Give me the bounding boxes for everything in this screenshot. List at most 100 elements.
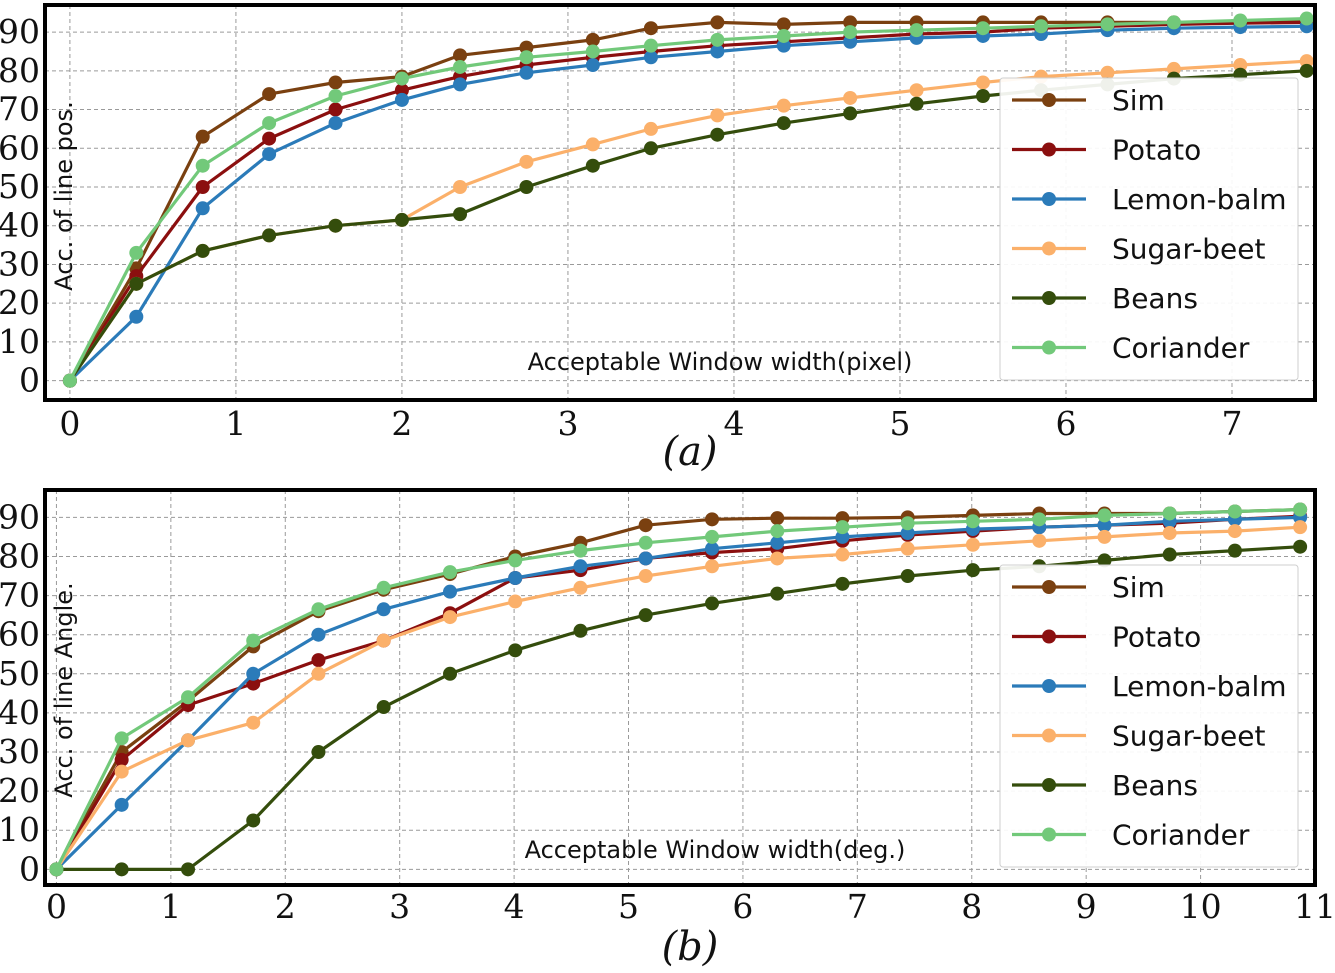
series-line-potato [68, 20, 1307, 382]
legend-label-sim: Sim [1112, 84, 1165, 117]
data-point-sugar-beet [585, 137, 600, 152]
data-point-lemon-balm [638, 551, 653, 566]
plot-frame-a [43, 3, 1317, 402]
data-point-coriander [843, 25, 858, 40]
y-axis-label: Acc. of line Angle. [50, 582, 78, 797]
data-point-coriander [965, 514, 980, 529]
data-point-sugar-beet [638, 569, 653, 584]
data-point-coriander [311, 602, 326, 617]
x-tick-label: 7 [1221, 404, 1242, 443]
data-point-sugar-beet [573, 580, 588, 595]
x-tick-label: 6 [1055, 404, 1076, 443]
x-tick-label: 10 [1180, 887, 1222, 926]
data-point-coriander [909, 23, 924, 38]
data-point-sim [585, 32, 600, 47]
data-point-sugar-beet [900, 541, 915, 556]
data-point-beans [573, 623, 588, 638]
data-point-sim [453, 48, 468, 63]
data-point-coriander [1100, 17, 1115, 32]
data-point-beans [710, 127, 725, 142]
data-point-sugar-beet [1227, 524, 1242, 539]
legend-marker-coriander [1042, 340, 1056, 355]
legend-b: Sim Potato Lemon-balm Sugar-beet Beans Corian… [999, 564, 1299, 868]
data-point-sim [638, 518, 653, 533]
data-point-beans [262, 228, 277, 243]
data-point-coriander [975, 21, 990, 36]
data-point-beans [181, 862, 196, 877]
x-tick-label: 6 [732, 887, 753, 926]
y-tick-label: 60 [0, 615, 40, 654]
data-point-beans [965, 563, 980, 578]
x-tick-label: 1 [160, 887, 181, 926]
y-tick-label: 70 [0, 90, 40, 129]
series-line-sim [55, 508, 1301, 871]
data-point-lemon-balm [710, 44, 725, 59]
data-point-coriander [710, 32, 725, 47]
data-point-beans [900, 569, 915, 584]
data-point-lemon-balm [311, 627, 326, 642]
data-point-sugar-beet [311, 666, 326, 681]
y-axis-label: Acc. of line pos. [50, 101, 78, 290]
data-point-potato [195, 180, 210, 195]
data-point-sugar-beet [181, 733, 196, 748]
y-tick-label: 20 [0, 283, 40, 322]
data-point-sugar-beet [443, 610, 458, 625]
data-point-potato [311, 653, 326, 668]
data-point-coriander [181, 690, 196, 705]
data-point-lemon-balm [843, 34, 858, 49]
data-point-sim [519, 40, 534, 55]
legend-label-beans: Beans [1112, 769, 1198, 802]
data-point-coriander [394, 71, 409, 86]
legend-label-sugar-beet: Sugar-beet [1112, 720, 1266, 753]
data-point-sugar-beet [710, 108, 725, 123]
x-tick-label: 4 [504, 887, 525, 926]
data-point-coriander [643, 38, 658, 53]
data-point-beans [643, 141, 658, 156]
data-point-sugar-beet [519, 154, 534, 169]
data-point-coriander [443, 565, 458, 580]
y-tick-label: 50 [0, 167, 40, 206]
data-point-lemon-balm [246, 666, 261, 681]
data-point-sugar-beet [705, 559, 720, 574]
x-tick-label: 0 [59, 404, 80, 443]
data-point-beans [770, 586, 785, 601]
data-point-lemon-balm [900, 526, 915, 541]
data-point-beans [776, 116, 791, 131]
series-line-sim [68, 18, 1307, 382]
data-point-sugar-beet [1299, 54, 1314, 69]
x-tick-label: 5 [889, 404, 910, 443]
y-tick-label: 30 [0, 732, 40, 771]
y-tick-label: 50 [0, 654, 40, 693]
data-point-beans [311, 745, 326, 760]
data-point-lemon-balm [770, 535, 785, 550]
data-point-sugar-beet [770, 551, 785, 566]
series-line-coriander [68, 17, 1307, 382]
data-point-lemon-balm [394, 92, 409, 107]
data-point-sugar-beet [1233, 58, 1248, 73]
data-point-coriander [638, 535, 653, 550]
data-point-beans [129, 276, 144, 291]
y-tick-label: 0 [19, 849, 40, 888]
data-point-sugar-beet [1162, 526, 1177, 541]
data-point-sugar-beet [776, 98, 791, 113]
data-point-coriander [1293, 502, 1308, 517]
y-tick-label: 0 [19, 361, 40, 400]
data-point-lemon-balm [643, 50, 658, 65]
data-point-beans [909, 96, 924, 111]
y-tick-label: 70 [0, 576, 40, 615]
data-point-coriander [262, 116, 277, 131]
data-point-lemon-balm [328, 116, 343, 131]
data-point-sim [843, 15, 858, 30]
legend-marker-lemon-balm [1042, 679, 1056, 693]
data-point-beans [443, 666, 458, 681]
series-line-beans [56, 545, 1301, 872]
y-tick-label: 80 [0, 536, 40, 575]
data-point-sugar-beet [1032, 533, 1047, 548]
data-point-sim [262, 87, 277, 102]
data-point-beans [585, 158, 600, 173]
x-axis-label: Acceptable Window width(pixel) [528, 348, 913, 376]
legend-marker-lemon-balm [1042, 192, 1056, 206]
data-point-beans [114, 862, 129, 877]
